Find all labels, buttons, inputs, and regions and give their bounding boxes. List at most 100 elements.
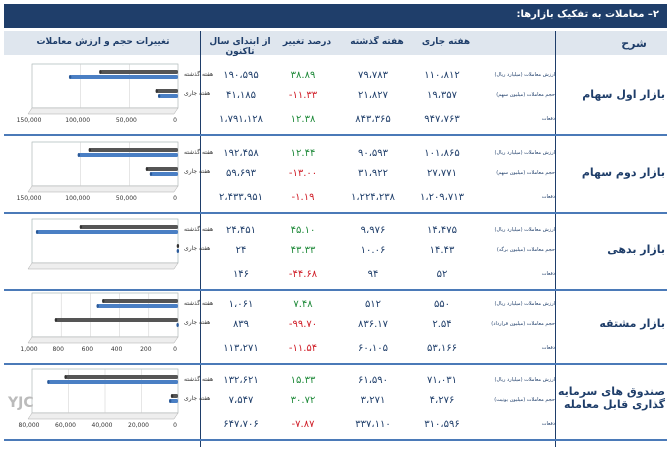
bar-current-week (97, 304, 178, 308)
volume-value-chart: 80,000 60,000 40,000 20,000 0 هفته گذشته هفته … (19, 368, 213, 429)
change-value: ۱۲.۴۴ (290, 148, 316, 159)
market-name: بازار اول سهام (582, 88, 665, 101)
metric-label: ارزش معاملات (میلیارد ریال) (494, 301, 555, 307)
bar-cap (157, 94, 161, 98)
metric-label: حجم معاملات (میلیون سهم) (496, 92, 555, 98)
x-tick-label: 150,000 (17, 195, 42, 202)
current-value: ۱۰۱،۸۶۵ (424, 148, 460, 159)
x-tick-label: 200 (140, 346, 152, 353)
category-label: هفته گذشته (184, 299, 213, 307)
ytd-value: ۱،۰۶۱ (228, 299, 254, 310)
ytd-value: ۱۳۲،۶۲۱ (223, 375, 259, 386)
change-value: ۳۰.۷۲ (290, 395, 316, 406)
bar-current-week (37, 230, 178, 234)
bar-previous-week (156, 89, 178, 93)
bar-cap (79, 225, 83, 229)
category-label: هفته جاری (184, 395, 210, 402)
volume-value-chart: 150,000 100,000 50,000 0 هفته گذشته هفته جاری (17, 141, 213, 202)
current-value: ۱۱۰،۸۱۲ (424, 70, 460, 81)
yjc-logo: YJC (8, 395, 34, 411)
ytd-value: ۱۴۶ (232, 269, 250, 280)
previous-value: ۹۰،۵۹۳ (357, 148, 389, 159)
previous-value: ۹،۹۷۶ (360, 225, 386, 236)
metric-label: ارزش معاملات (میلیارد ریال) (494, 377, 555, 383)
category-label: هفته جاری (184, 90, 210, 97)
ytd-value: ۲۴ (235, 245, 247, 256)
change-value: ۱۲.۳۸ (290, 114, 316, 125)
previous-value: ۹۴ (367, 269, 379, 280)
x-tick-label: 40,000 (92, 422, 113, 429)
ytd-value: ۱۹۲،۴۵۸ (223, 148, 259, 159)
plot-floor (27, 336, 179, 344)
current-value: ۲۷،۷۷۱ (426, 168, 458, 179)
header-chart: تغییرات حجم و ارزش معاملات (36, 37, 170, 47)
x-tick-label: 0 (173, 117, 177, 124)
bar-previous-week (172, 394, 178, 398)
metric-label: دفعات (541, 271, 555, 277)
metric-label: دفعات (541, 345, 555, 351)
x-tick-label: 0 (173, 195, 177, 202)
section-title: ۲– معاملات به تفکیک بازارها: (516, 9, 659, 20)
change-value: ۳۸.۸۹ (290, 70, 316, 81)
previous-value: ۳۱،۹۲۲ (357, 168, 389, 179)
current-value: ۹۴۷،۷۶۳ (424, 114, 460, 125)
row-divider (4, 289, 667, 291)
volume-value-chart: 150,000 100,000 50,000 0 هفته گذشته هفته جاری (17, 63, 213, 124)
current-value: ۱۴،۴۷۵ (426, 225, 458, 236)
x-tick-label: 400 (111, 346, 123, 353)
divider-labels (555, 31, 556, 447)
bar-previous-week (80, 225, 178, 229)
header-previous: هفته گذشته (350, 37, 404, 47)
previous-value: ۱۰.۰۶ (360, 245, 386, 256)
ytd-value: ۱۱۳،۲۷۱ (223, 343, 259, 354)
row-divider (4, 439, 667, 441)
bar-cap (176, 249, 180, 253)
x-tick-label: 150,000 (17, 117, 42, 124)
current-value: ۴،۲۷۶ (429, 395, 455, 406)
current-value: ۷۱،۰۳۱ (426, 375, 458, 386)
change-value: -۷.۸۷ (291, 419, 315, 430)
bar-cap (54, 318, 58, 322)
metric-label: حجم معاملات (میلیون قرارداد) (491, 321, 555, 327)
bar-previous-week (103, 299, 178, 303)
bar-current-week (150, 172, 178, 176)
bar-current-week (170, 399, 178, 403)
row-divider (4, 134, 667, 136)
x-tick-label: 60,000 (55, 422, 76, 429)
metric-label: حجم معاملات (میلیون سهم) (496, 170, 555, 176)
previous-value: ۳،۲۷۱ (360, 395, 386, 406)
bar-current-week (48, 380, 178, 384)
bar-previous-week (55, 318, 178, 322)
bar-previous-week (100, 70, 178, 74)
bar-current-week (70, 75, 178, 79)
row-divider (4, 363, 667, 365)
volume-value-chart: هفته گذشته هفته جاری (27, 218, 213, 270)
change-value: ۴۵.۱۰ (290, 225, 316, 236)
change-value: -۱۱.۵۴ (288, 343, 318, 354)
x-tick-label: 50,000 (116, 195, 137, 202)
plot-floor (27, 262, 179, 270)
category-label: هفته جاری (184, 319, 210, 326)
category-label: هفته گذشته (184, 70, 213, 78)
current-value: ۳۱۰،۵۹۶ (424, 419, 460, 430)
metric-label: حجم معاملات (میلیون یونیت) (494, 397, 555, 403)
bar-cap (64, 375, 67, 379)
x-tick-label: 600 (82, 346, 94, 353)
x-tick-label: 0 (173, 346, 177, 353)
ytd-value: ۴۱،۱۸۵ (225, 90, 257, 101)
header-sharh: شرح (621, 37, 647, 50)
ytd-value: ۷،۵۴۷ (228, 395, 254, 406)
bar-current-week (78, 153, 178, 157)
previous-value: ۳۳۷،۱۱۰ (355, 419, 391, 430)
ytd-value: ۱۹۰،۵۹۵ (223, 70, 259, 81)
previous-value: ۸۴۳،۳۶۵ (355, 114, 391, 125)
metric-label: ارزش معاملات (میلیارد ریال) (494, 150, 555, 156)
bar-cap (35, 230, 39, 234)
metric-label: دفعات (541, 421, 555, 427)
ytd-value: ۸۳۹ (232, 319, 250, 330)
bar-cap (88, 148, 92, 152)
current-value: ۱،۲۰۹،۷۱۳ (419, 192, 465, 203)
ytd-value: ۶۴۷،۷۰۶ (223, 419, 259, 430)
bar-current-week (159, 94, 178, 98)
bar-cap (47, 380, 50, 384)
